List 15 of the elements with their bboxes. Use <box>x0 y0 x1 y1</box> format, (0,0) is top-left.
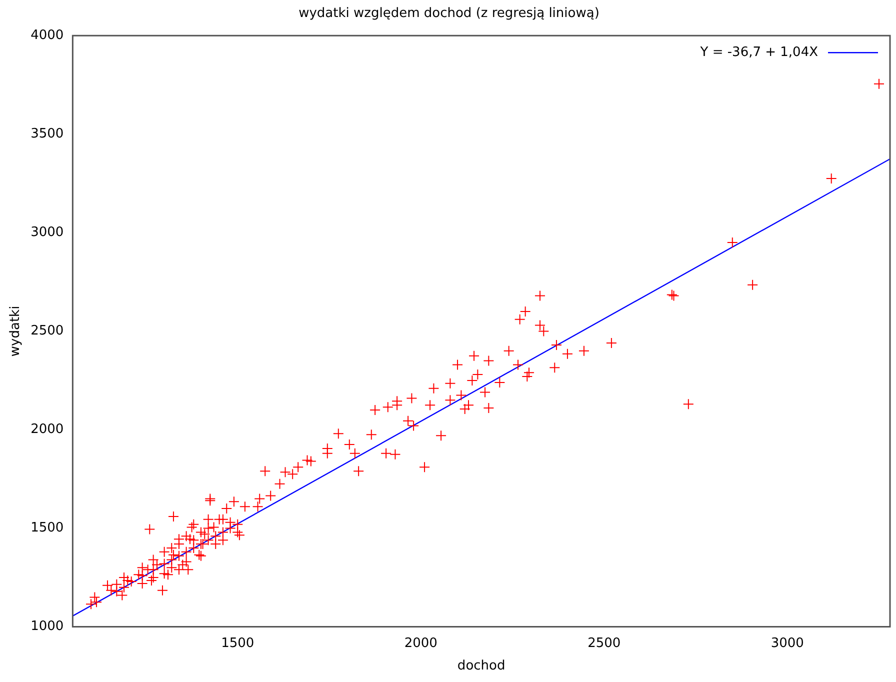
y-axis-title: wydatki <box>8 306 24 357</box>
legend-label: Y = -36,7 + 1,04X <box>699 44 818 60</box>
y-tick-label: 3500 <box>30 126 64 142</box>
y-tick-label: 4000 <box>30 28 64 43</box>
chart-title: wydatki względem dochod (z regresją liniową) <box>298 6 600 22</box>
x-tick-label: 1500 <box>221 636 254 651</box>
x-tick-label: 2500 <box>588 636 621 651</box>
y-tick-label: 2000 <box>30 422 64 438</box>
y-tick-label: 1500 <box>30 520 64 536</box>
x-tick-label: 2000 <box>404 636 438 651</box>
x-tick-label: 3000 <box>770 636 804 651</box>
y-tick-label: 1000 <box>30 619 64 634</box>
x-axis-title: dochod <box>457 658 506 674</box>
y-tick-label: 2500 <box>30 324 64 339</box>
y-tick-label: 3000 <box>30 225 64 240</box>
